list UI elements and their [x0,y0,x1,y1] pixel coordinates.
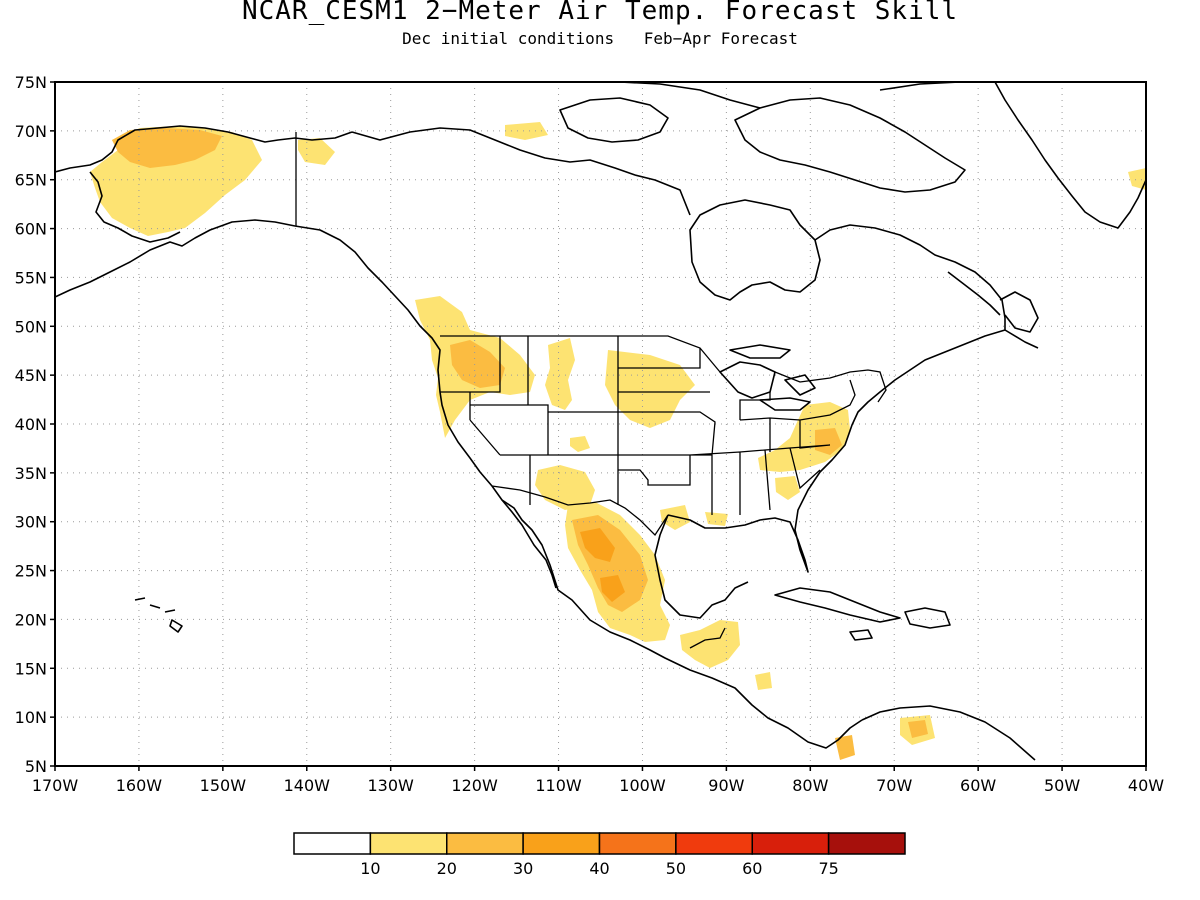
lon-tick-label: 160W [116,776,163,795]
skill-area-mid-atlantic [758,402,850,472]
lon-tick-label: 140W [284,776,331,795]
coastline-baffin-island [734,97,966,193]
subtitle-initial-conditions: Dec initial conditions [402,29,615,48]
border-us-mexico [491,485,669,537]
coastline-cuba [774,587,901,623]
border-us-states [440,336,856,515]
skill-area-honduras [755,672,772,690]
colorbar-label: 10 [360,859,380,878]
coastline-hudson-bay [689,199,821,301]
colorbar-swatch [598,832,677,855]
lat-tick-label: 50N [15,317,47,336]
skill-area-greenland-tip [1128,168,1146,190]
lat-tick-label: 55N [15,268,47,287]
lon-tick-label: 40W [1128,776,1164,795]
lat-tick-label: 10N [15,708,47,727]
lon-tick-label: 110W [535,776,582,795]
political-borders [295,132,887,649]
colorbar-swatch [751,832,830,855]
colorbar-label: 30 [513,859,533,878]
colorbar-swatch [446,832,524,855]
coastline-north-america-west [55,219,863,749]
colorbar-label: 50 [666,859,686,878]
skill-area-gulf-coast [660,505,690,530]
lat-tick-label: 75N [15,73,47,92]
coastline-hawaii [134,597,183,633]
lat-tick-label: 60N [15,220,47,239]
skill-area-louisiana [705,512,728,526]
skill-area-central-america [680,620,740,668]
skill-area-southern-mexico-core [600,575,625,602]
skill-area-colombia [835,735,855,760]
longitude-labels: 170W 160W 150W 140W 130W 120W 110W 100W 90W 80W 70… [32,766,1164,795]
lon-tick-label: 120W [451,776,498,795]
lon-tick-label: 100W [619,776,666,795]
coastlines [55,82,1146,761]
skill-colorbar [293,832,906,855]
lat-tick-label: 25N [15,562,47,581]
coastline-great-lakes [719,344,816,411]
subtitle-forecast-period: Feb−Apr Forecast [643,29,798,48]
skill-area-alaska-core [112,128,222,168]
lat-tick-label: 20N [15,610,47,629]
colorbar-label: 75 [818,859,838,878]
skill-area-pacific-northwest-core [450,340,505,388]
skill-area-arctic-island [505,122,548,140]
chart-title: NCAR_CESM1 2−Meter Air Temp. Forecast Sk… [241,0,959,26]
lon-tick-label: 50W [1044,776,1080,795]
colorbar-swatch [369,832,448,855]
coastline-jamaica [849,629,873,641]
coastline-alaska-north [55,125,353,173]
colorbar-swatch [522,832,601,855]
skill-area-venezuela-core [908,720,928,738]
lat-tick-label: 5N [25,757,47,776]
lat-tick-label: 15N [15,659,47,678]
lat-tick-label: 65N [15,171,47,190]
latitude-labels: 5N 10N 15N 20N 25N 30N 35N 40N 45N 50N 55N 60N 65N 70… [15,73,55,776]
border-mexico-guatemala [689,627,726,649]
colorbar-label: 60 [742,859,762,878]
colorbar-label: 40 [589,859,609,878]
lon-tick-label: 90W [708,776,744,795]
colorbar-labels: 10 20 30 40 50 60 75 [360,859,839,878]
skill-area-virginia-core [815,428,842,455]
coastline-greenland [994,82,1146,229]
skill-area-montana [545,338,575,410]
coastline-victoria-island [559,97,669,143]
lon-tick-label: 130W [368,776,415,795]
skill-area-georgia [775,476,800,500]
coastline-arctic-mainland [351,127,1006,330]
lat-lon-grid [55,82,1146,766]
coastline-hispaniola [904,607,951,629]
skill-area-yukon [298,138,335,165]
skill-shading-layer [90,122,1146,760]
skill-area-colorado [570,436,590,452]
chart-subtitle: Dec initial conditions Feb−Apr Forecast [0,29,1200,48]
lat-tick-label: 70N [15,122,47,141]
lon-tick-label: 170W [32,776,79,795]
skill-area-dakotas [605,350,695,428]
lon-tick-label: 70W [876,776,912,795]
coastline-baja-california [501,499,557,589]
lat-tick-label: 40N [15,415,47,434]
colorbar-swatch [827,832,906,855]
colorbar-label: 20 [437,859,457,878]
colorbar-swatch [675,832,753,855]
lat-tick-label: 35N [15,464,47,483]
lat-tick-label: 45N [15,366,47,385]
skill-area-central-mexico-core [580,528,615,562]
coastline-labrador-newfoundland [947,271,1039,333]
lon-tick-label: 150W [200,776,247,795]
colorbar-swatch [293,832,372,855]
lon-tick-label: 60W [960,776,996,795]
lat-tick-label: 30N [15,513,47,532]
coastline-gulf-of-mexico [654,329,1039,761]
coastline-alaska-west [89,171,181,243]
lon-tick-label: 80W [792,776,828,795]
coastline-ellesmere-island [619,82,961,109]
